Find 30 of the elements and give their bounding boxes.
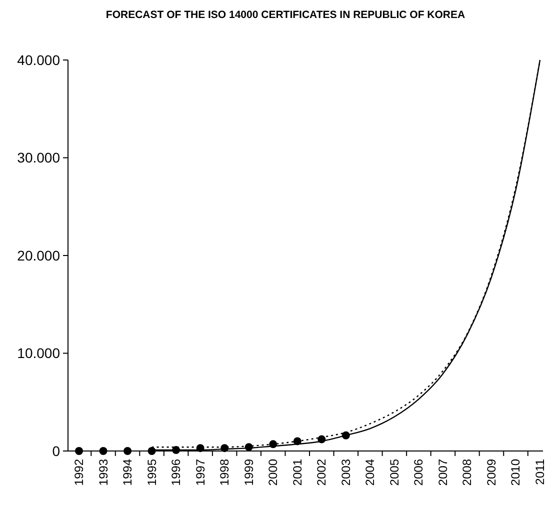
x-tick-label: 2003 [338,458,353,486]
y-tick-label: 20.000 [17,247,60,264]
point [99,447,108,455]
y-tick-label: 0 [52,442,60,459]
x-tick-label: 1998 [218,458,232,486]
point [148,447,156,455]
x-tick-label: 2008 [460,458,474,486]
y-tick-label: 40.000 [17,52,60,68]
x-tick-label: 1993 [96,458,110,486]
x-tick-label: 2006 [412,458,426,486]
x-tick-label: 2009 [484,458,498,486]
x-tick-label: 2011 [533,458,547,485]
x-tick-label: 2001 [290,458,304,486]
x-tick-label: 1992 [72,458,86,486]
x-tick-label: 1994 [120,458,135,486]
x-tick-label: 2010 [508,458,523,486]
y-tick-label: 10.000 [17,345,60,362]
x-tick-label: 2005 [387,458,402,486]
y-tick-label: 30.000 [17,150,60,166]
x-tick-label: 1996 [169,458,184,486]
x-tick-label: 1995 [144,458,159,486]
x-tick-label: 1997 [193,458,208,486]
x-tick-label: 2000 [266,458,280,486]
x-tick-label: 2004 [363,458,378,486]
x-tick-label: 2007 [436,458,450,486]
point [75,447,83,455]
point [124,447,132,455]
x-tick-label: 2002 [314,458,329,486]
x-tick-label: 1999 [242,458,256,486]
chart-title: FORECAST OF THE ISO 14000 CERTIFICATES IN REPUBLIC OF KOREA [106,9,466,21]
